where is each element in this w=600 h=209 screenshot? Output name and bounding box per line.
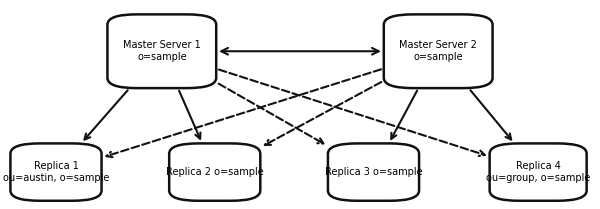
Text: Replica 1
ou=austin, o=sample: Replica 1 ou=austin, o=sample (3, 161, 109, 183)
FancyBboxPatch shape (107, 14, 216, 88)
Text: Replica 2 o=sample: Replica 2 o=sample (166, 167, 263, 177)
FancyBboxPatch shape (384, 14, 493, 88)
Text: Master Server 2
o=sample: Master Server 2 o=sample (399, 41, 477, 62)
FancyArrowPatch shape (219, 70, 485, 156)
FancyArrowPatch shape (85, 90, 128, 140)
FancyArrowPatch shape (391, 90, 417, 139)
FancyArrowPatch shape (106, 69, 381, 157)
FancyBboxPatch shape (169, 143, 260, 201)
Text: Master Server 1
o=sample: Master Server 1 o=sample (123, 41, 200, 62)
FancyArrowPatch shape (265, 82, 382, 145)
FancyArrowPatch shape (221, 48, 379, 55)
Text: Replica 4
ou=group, o=sample: Replica 4 ou=group, o=sample (486, 161, 590, 183)
FancyArrowPatch shape (218, 84, 323, 144)
FancyBboxPatch shape (10, 143, 101, 201)
FancyArrowPatch shape (470, 90, 511, 139)
FancyArrowPatch shape (179, 91, 200, 139)
FancyBboxPatch shape (328, 143, 419, 201)
Text: Replica 3 o=sample: Replica 3 o=sample (325, 167, 422, 177)
FancyBboxPatch shape (490, 143, 587, 201)
